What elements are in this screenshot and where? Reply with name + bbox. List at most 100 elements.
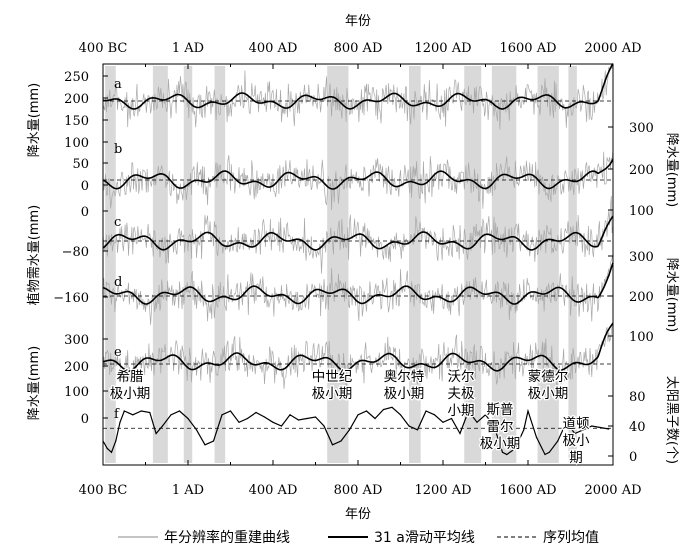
sunspot-point [170, 414, 172, 416]
period-label-line: 沃尔 [448, 369, 475, 385]
sunspot-point [212, 440, 215, 442]
y-left-tick-label: 200 [64, 360, 89, 375]
y-right-tick-label: 40 [629, 420, 646, 435]
sunspot-point [195, 429, 198, 431]
sunspot-point [514, 447, 516, 450]
raw-series-e [102, 322, 614, 397]
legend-label-2: 31 a滑动平均线 [374, 529, 475, 546]
sunspot-point [450, 417, 453, 420]
sunspot-point [582, 429, 584, 431]
y-left-tick-label: 250 [64, 70, 89, 85]
y-right-tick-label: 200 [629, 163, 654, 178]
y-right-tick-label: 200 [629, 290, 654, 305]
sunspot-point [557, 440, 559, 442]
x-top-tick-label: 1200 AD [414, 41, 471, 56]
y-left-axis-title: 降水量(mm) [27, 346, 42, 420]
sunspot-point [548, 451, 550, 453]
sunspot-point [221, 414, 223, 416]
sunspot-point [442, 421, 444, 423]
period-label-line: 极小期 [110, 386, 151, 402]
y-left-tick-label: 150 [64, 114, 89, 129]
y-right-tick-label: 300 [629, 121, 654, 136]
y-left-tick-label: 0 [81, 412, 89, 427]
sunspot-point [416, 429, 419, 431]
panel-letter-d: d [114, 275, 122, 290]
period-label-line: 极小期 [312, 386, 353, 402]
sunspot-point [391, 406, 393, 408]
shaded-period-8 [491, 66, 517, 463]
sunspot-point [506, 453, 508, 456]
y-left-axis-title: 降水量(mm) [27, 83, 42, 157]
period-label-line: 希腊 [117, 369, 144, 385]
sunspot-line [102, 406, 609, 456]
period-label-line: 斯普 [487, 402, 514, 418]
period-label-line: 极小期 [480, 436, 521, 452]
sunspot-point [535, 436, 538, 438]
sunspot-point [272, 421, 274, 423]
y-right-tick-label: 100 [629, 330, 654, 345]
y-left-tick-label: 300 [64, 333, 89, 348]
sunspot-point [314, 416, 317, 418]
sunspot-point [238, 421, 240, 423]
sunspot-point [297, 419, 300, 421]
sunspot-point [399, 414, 402, 416]
sunspot-point [110, 451, 113, 453]
sunspot-point [229, 410, 232, 412]
raw-series-a [102, 63, 614, 130]
sunspot-point [476, 421, 478, 423]
y-left-tick-label: 50 [72, 157, 89, 172]
x-top-tick-label: 2000 AD [584, 41, 641, 56]
sunspot-point [374, 417, 376, 420]
sunspot-point [306, 417, 308, 420]
smooth-series-a [102, 63, 614, 110]
period-label-line: 道顿 [563, 416, 590, 432]
sunspot-point [433, 414, 436, 416]
sunspot-point [106, 447, 108, 450]
axes-layer [102, 63, 614, 466]
y-left-tick-label: 200 [64, 92, 89, 107]
plot-frame [102, 63, 614, 466]
sunspot-point [348, 429, 351, 431]
y-right-tick-label: 100 [629, 204, 654, 219]
shaded-period-3 [183, 66, 193, 463]
raw-series-d [102, 254, 614, 325]
sunspot-point [425, 410, 427, 412]
panel-letter-f: f [114, 407, 120, 422]
shaded-period-2 [152, 66, 168, 463]
sunspot-point [365, 410, 368, 412]
sunspot-point [467, 410, 470, 412]
period-label-line: 极小期 [528, 386, 569, 402]
shaded-period-1 [105, 66, 116, 463]
y-left-tick-label: 0 [81, 205, 89, 220]
x-bottom-tick-label: 1 AD [172, 483, 204, 498]
sunspot-point [123, 410, 125, 412]
period-label-line: 夫极 [448, 386, 475, 402]
sunspot-point [255, 411, 257, 414]
x-axis-title-bottom: 年份 [345, 507, 371, 522]
sunspot-point [493, 425, 495, 427]
x-bottom-tick-label: 400 BC [79, 483, 128, 498]
series-layer [102, 63, 614, 456]
panel-letter-a: a [114, 77, 122, 92]
period-label-line: 雷尔 [487, 419, 514, 435]
sunspot-point [323, 425, 325, 427]
sunspot-point [527, 410, 529, 412]
x-bottom-tick-label: 1200 AD [414, 483, 471, 498]
sunspot-point [149, 411, 151, 414]
period-label-line: 极小期 [384, 386, 425, 402]
shaded-period-5 [327, 66, 349, 463]
sunspot-point [246, 417, 249, 420]
x-top-tick-label: 400 BC [79, 41, 128, 56]
sunspot-point [574, 432, 576, 435]
x-axis-title-top: 年份 [345, 14, 371, 29]
sunspot-point [115, 440, 117, 442]
y-right-tick-label: 0 [629, 450, 637, 465]
x-top-tick-label: 800 AD [334, 41, 383, 56]
y-right-tick-label: 80 [629, 390, 646, 405]
period-label-line: 中世纪 [312, 369, 353, 385]
sunspot-point [544, 453, 546, 456]
sunspot-point [263, 416, 266, 418]
sunspot-point [459, 432, 461, 435]
period-label-line: 极小 [563, 433, 591, 449]
